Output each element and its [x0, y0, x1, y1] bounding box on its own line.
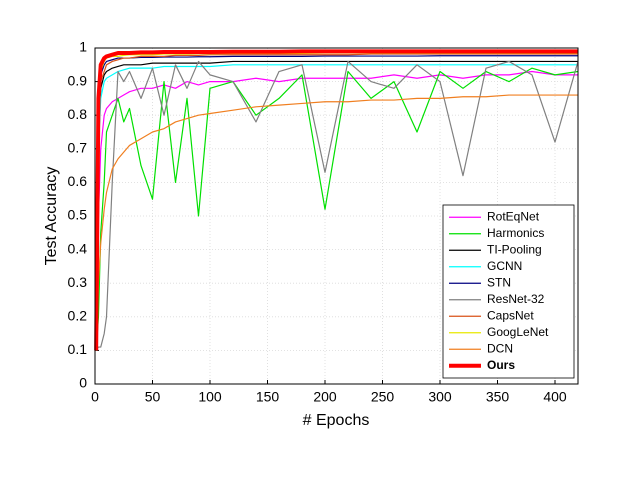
series-line: [95, 60, 578, 351]
series-line: [95, 60, 579, 351]
series-line: [95, 94, 578, 351]
legend-label: CapsNet: [487, 308, 534, 322]
y-axis-label: Test Accuracy: [43, 167, 60, 266]
series-line: [95, 55, 578, 351]
y-tick-label: 0.4: [68, 240, 88, 256]
y-tick-label: 0.2: [68, 308, 88, 324]
x-tick-label: 200: [313, 389, 337, 405]
x-tick-label: 400: [543, 389, 567, 405]
y-tick-label: 0.1: [68, 341, 88, 357]
legend-label: TI-Pooling: [487, 242, 542, 256]
y-tick-label: 0.7: [68, 140, 88, 156]
x-tick-label: 150: [256, 389, 280, 405]
legend-label: Ours: [487, 358, 515, 372]
series-line: [95, 67, 579, 351]
legend-label: DCN: [487, 341, 513, 355]
legend: RotEqNet Harmonics TI-Pooling GCNN STN ResNet…: [442, 204, 575, 379]
legend-label: STN: [487, 275, 511, 289]
series-line: [95, 70, 578, 351]
legend-label: Harmonics: [487, 226, 544, 240]
series-line: [94, 49, 578, 351]
x-tick-label: 300: [428, 389, 452, 405]
x-tick-label: 350: [486, 389, 510, 405]
legend-label: ResNet-32: [487, 292, 545, 306]
y-tick-label: 0.5: [68, 207, 88, 223]
x-axis-label: # Epochs: [303, 412, 370, 429]
legend-label: GCNN: [487, 259, 522, 273]
x-tick-label: 50: [145, 389, 161, 405]
series-line: [95, 53, 578, 351]
y-tick-label: 0: [79, 375, 87, 391]
y-tick-label: 1: [79, 39, 87, 55]
x-tick-label: 0: [91, 389, 99, 405]
x-tick-label: 100: [198, 389, 222, 405]
series-line: [95, 64, 578, 351]
plot-frame: [94, 47, 579, 385]
y-tick-label: 0.3: [68, 274, 88, 290]
legend-label: RotEqNet: [487, 209, 540, 223]
y-tick-label: 0.9: [68, 72, 88, 88]
y-tick-label: 0.6: [68, 173, 88, 189]
legend-label: GoogLeNet: [487, 325, 549, 339]
x-tick-label: 250: [371, 389, 395, 405]
y-tick-label: 0.8: [68, 106, 88, 122]
